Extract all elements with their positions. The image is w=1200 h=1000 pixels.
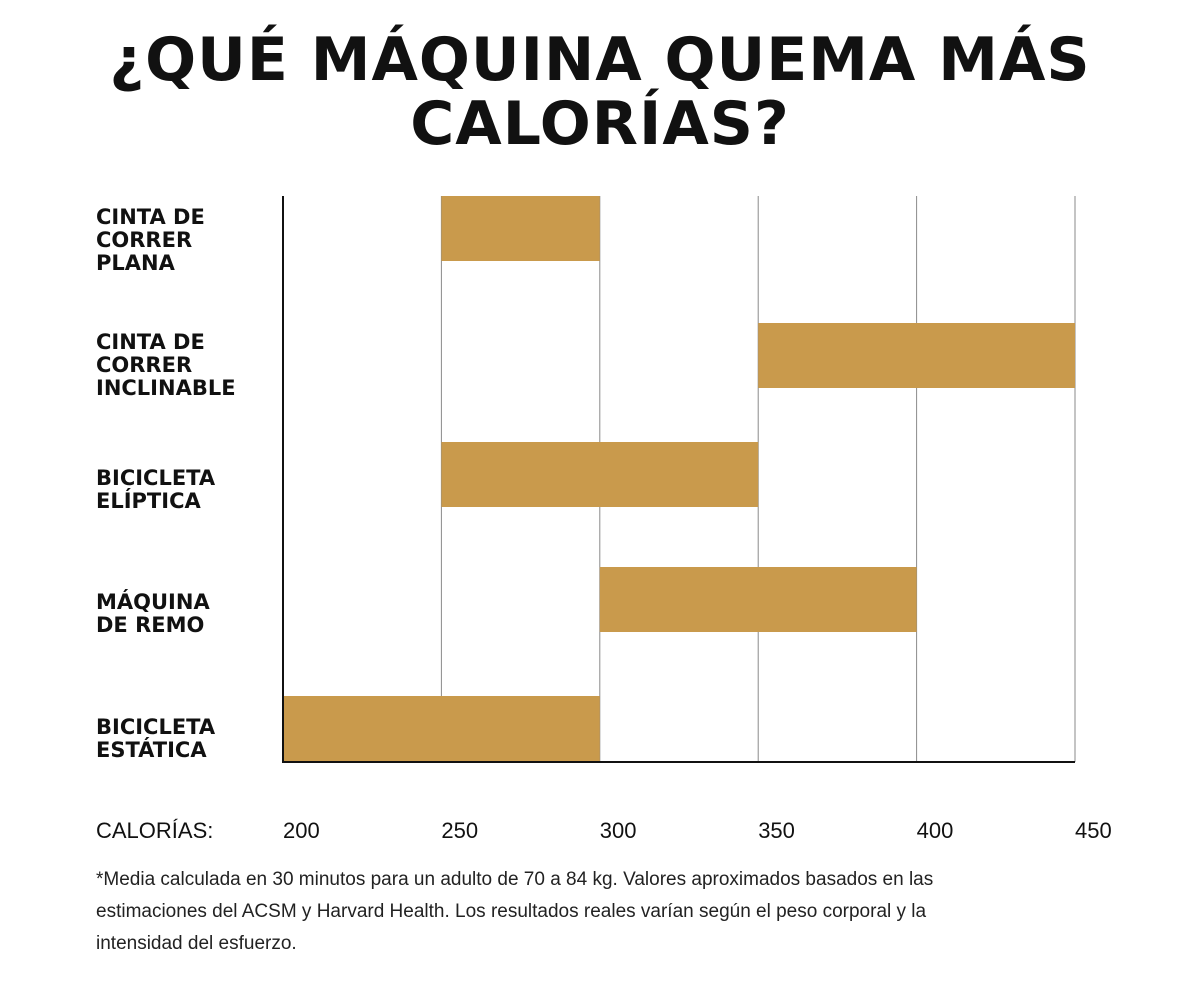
category-label-2-line-3: INCLINABLE <box>96 376 236 400</box>
category-label-4-line-1: MÁQUINA <box>96 589 210 614</box>
category-label-1: CINTA DE CORRER PLANA <box>96 205 205 275</box>
category-label-5-line-2: ESTÁTICA <box>96 737 207 762</box>
x-axis-label: CALORÍAS: <box>96 818 213 843</box>
category-label-3-line-2: ELÍPTICA <box>96 488 201 513</box>
tick-label-450: 450 <box>1075 818 1112 843</box>
tick-label-300: 300 <box>600 818 637 843</box>
category-label-1-line-2: CORRER <box>96 228 192 252</box>
tick-label-350: 350 <box>758 818 795 843</box>
category-label-3: BICICLETA ELÍPTICA <box>96 466 216 513</box>
category-label-5-line-1: BICICLETA <box>96 715 216 739</box>
tick-label-400: 400 <box>917 818 954 843</box>
category-label-5: BICICLETA ESTÁTICA <box>96 715 216 762</box>
category-label-1-line-1: CINTA DE <box>96 205 205 229</box>
bar-5 <box>283 696 600 761</box>
footnote: *Media calculada en 30 minutos para un a… <box>96 864 1056 960</box>
bar-4 <box>599 567 917 632</box>
category-label-2-line-1: CINTA DE <box>96 330 205 354</box>
bar-2 <box>758 323 1075 388</box>
bar-1 <box>441 196 600 261</box>
chart-title-line-1: ¿QUÉ MÁQUINA QUEMA MÁS <box>109 25 1091 95</box>
footnote-line-3: intensidad del esfuerzo. <box>96 933 297 954</box>
tick-label-250: 250 <box>441 818 478 843</box>
category-label-2: CINTA DE CORRER INCLINABLE <box>96 330 236 400</box>
tick-label-200: 200 <box>283 818 320 843</box>
footnote-line-1: *Media calculada en 30 minutos para un a… <box>96 869 934 890</box>
chart-title-line-2: CALORÍAS? <box>410 89 790 159</box>
category-label-3-line-1: BICICLETA <box>96 466 216 490</box>
category-label-2-line-2: CORRER <box>96 353 192 377</box>
bar-3 <box>441 442 759 507</box>
category-label-4-line-2: DE REMO <box>96 613 204 637</box>
category-label-4: MÁQUINA DE REMO <box>96 589 210 637</box>
footnote-line-2: estimaciones del ACSM y Harvard Health. … <box>96 901 927 922</box>
category-label-1-line-3: PLANA <box>96 251 176 275</box>
chart-title: ¿QUÉ MÁQUINA QUEMA MÁS CALORÍAS? <box>0 28 1200 156</box>
